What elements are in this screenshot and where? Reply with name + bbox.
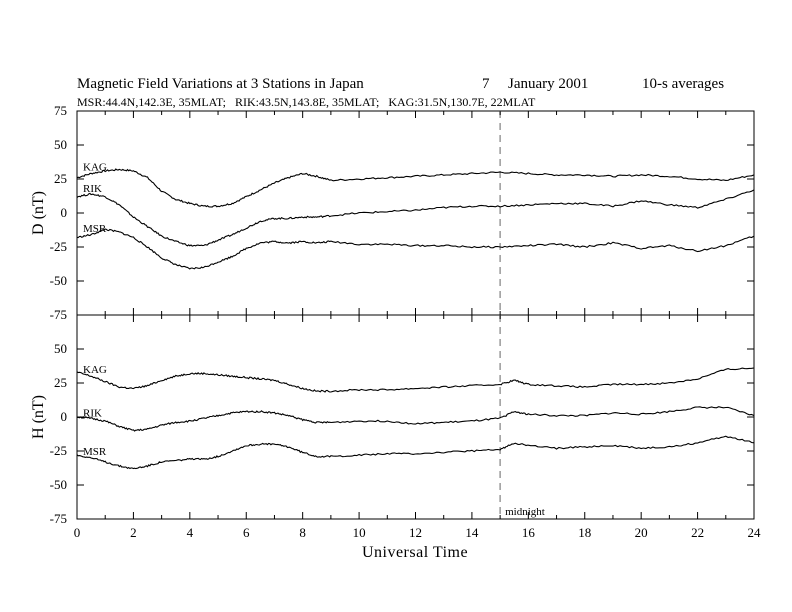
series-label-kag: KAG xyxy=(83,364,107,376)
y-tick-label: -75 xyxy=(50,511,67,526)
x-tick-label: 20 xyxy=(635,525,648,540)
series-line-rik xyxy=(77,406,755,432)
x-tick-label: 0 xyxy=(74,525,81,540)
x-axis-title: Universal Time xyxy=(362,544,468,561)
y-tick-label: 0 xyxy=(61,205,68,220)
y-tick-label: 25 xyxy=(54,171,67,186)
x-tick-label: 12 xyxy=(409,525,422,540)
series-label-msr: MSR xyxy=(83,223,107,235)
x-tick-label: 2 xyxy=(130,525,137,540)
series-line-kag xyxy=(76,168,755,208)
x-tick-label: 4 xyxy=(187,525,194,540)
chart-title-day: 7 xyxy=(482,76,490,92)
y-tick-label: -50 xyxy=(50,477,67,492)
series-label-msr: MSR xyxy=(83,446,107,458)
top-panel-frame xyxy=(76,110,755,316)
chart-title-month-year: January 2001 xyxy=(508,76,588,92)
series-line-kag xyxy=(76,367,755,393)
chart-title: Magnetic Field Variations at 3 Stations … xyxy=(77,76,364,92)
y-tick-label: 50 xyxy=(54,341,67,356)
x-tick-label: 24 xyxy=(748,525,762,540)
top-y-axis-title: D (nT) xyxy=(30,191,47,235)
bottom-y-axis-title: H (nT) xyxy=(30,395,47,439)
series-label-rik: RIK xyxy=(83,183,102,195)
x-tick-label: 18 xyxy=(578,525,591,540)
y-tick-label: -25 xyxy=(50,239,67,254)
series-line-rik xyxy=(76,189,755,247)
series-line-msr xyxy=(76,228,755,270)
series-label-kag: KAG xyxy=(83,162,107,174)
chart-marks: 75 50 25 0 -25 -50 -75 KAG RIK MSR 50 25 0 -25 -50 -75 0… xyxy=(50,103,761,540)
x-tick-label: 14 xyxy=(465,525,479,540)
x-tick-label: 22 xyxy=(691,525,704,540)
series-line-msr xyxy=(76,435,755,470)
stations-subtitle: MSR:44.4N,142.3E, 35MLAT; RIK:43.5N,143.… xyxy=(77,95,536,109)
y-tick-label: -50 xyxy=(50,273,67,288)
bottom-panel-frame xyxy=(76,314,755,520)
y-tick-label: 25 xyxy=(54,375,67,390)
y-tick-label: -75 xyxy=(50,307,67,322)
series-label-rik: RIK xyxy=(83,407,102,419)
x-tick-label: 8 xyxy=(299,525,306,540)
y-tick-label: 50 xyxy=(54,137,67,152)
y-tick-label: -25 xyxy=(50,443,67,458)
y-tick-label: 75 xyxy=(54,103,67,118)
x-tick-label: 10 xyxy=(353,525,366,540)
chart-title-averaging: 10-s averages xyxy=(642,76,724,92)
y-tick-label: 0 xyxy=(61,409,68,424)
x-tick-label: 6 xyxy=(243,525,250,540)
midnight-label: midnight xyxy=(505,506,545,518)
x-tick-label: 16 xyxy=(522,525,536,540)
